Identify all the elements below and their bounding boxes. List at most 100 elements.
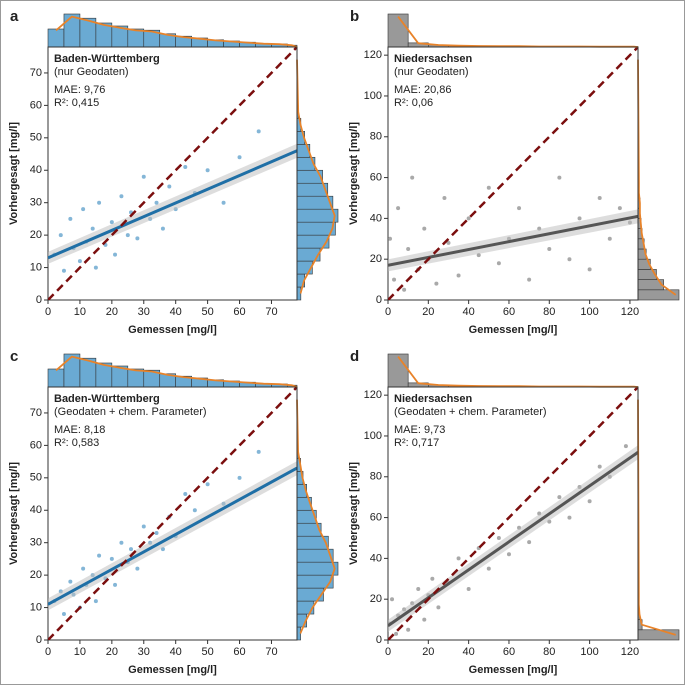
x-hist-bar <box>64 354 80 387</box>
point <box>97 201 101 205</box>
x-tick-label: 60 <box>503 306 515 318</box>
y-axis-label: Vorhergesagt [mg/l] <box>348 462 360 565</box>
x-tick-label: 60 <box>233 306 245 318</box>
point <box>588 267 592 271</box>
y-tick-label: 40 <box>30 504 42 516</box>
panel-label: b <box>350 8 359 25</box>
panel-label: a <box>10 8 19 25</box>
annotation: MAE: 20,86 <box>394 84 451 96</box>
point <box>410 176 414 180</box>
x-tick-label: 80 <box>543 306 555 318</box>
point <box>155 201 159 205</box>
point <box>394 632 398 636</box>
x-hist-bar <box>128 369 144 387</box>
point <box>161 227 165 231</box>
point <box>567 257 571 261</box>
y-tick-label: 80 <box>370 131 382 143</box>
point <box>402 288 406 292</box>
point <box>624 444 628 448</box>
x-tick-label: 30 <box>138 646 150 658</box>
point <box>135 236 139 240</box>
point <box>68 580 72 584</box>
x-tick-label: 0 <box>45 306 51 318</box>
x-hist-bar <box>388 354 408 387</box>
x-axis-label: Gemessen [mg/l] <box>469 324 558 336</box>
point <box>392 278 396 282</box>
y-tick-label: 120 <box>364 389 382 401</box>
y-tick-label: 60 <box>370 511 382 523</box>
y-tick-label: 0 <box>376 634 382 646</box>
x-tick-label: 10 <box>74 306 86 318</box>
panel-label: d <box>350 348 359 365</box>
panel-subtitle: (Geodaten + chem. Parameter) <box>54 406 207 418</box>
annotation: MAE: 9,76 <box>54 84 105 96</box>
x-tick-label: 80 <box>543 646 555 658</box>
point <box>94 266 98 270</box>
point <box>257 129 261 133</box>
y-tick-label: 20 <box>30 229 42 241</box>
annotation: R²: 0,06 <box>394 97 433 109</box>
point <box>467 216 471 220</box>
point <box>257 450 261 454</box>
x-hist-bar <box>48 369 64 387</box>
point <box>567 516 571 520</box>
point <box>507 552 511 556</box>
point <box>81 567 85 571</box>
x-tick-label: 100 <box>580 306 598 318</box>
panel-title: Baden-Württemberg <box>54 53 160 65</box>
y-tick-label: 60 <box>30 99 42 111</box>
point <box>62 269 66 273</box>
x-tick-label: 30 <box>138 306 150 318</box>
info-box: Niedersachsen(nur Geodaten)MAE: 20,86R²:… <box>391 51 519 115</box>
point <box>68 217 72 221</box>
x-kde <box>398 357 638 387</box>
point <box>193 508 197 512</box>
point <box>598 196 602 200</box>
point <box>497 261 501 265</box>
point <box>497 536 501 540</box>
y-tick-label: 100 <box>364 90 382 102</box>
y-hist-bar <box>297 549 333 562</box>
x-tick-label: 0 <box>45 646 51 658</box>
x-tick-label: 70 <box>265 306 277 318</box>
y-axis-label: Vorhergesagt [mg/l] <box>8 122 20 225</box>
y-hist-bar <box>297 209 338 222</box>
y-tick-label: 60 <box>370 171 382 183</box>
point <box>142 175 146 179</box>
point <box>457 556 461 560</box>
y-tick-label: 0 <box>36 634 42 646</box>
point <box>113 583 117 587</box>
point <box>390 597 394 601</box>
point <box>126 233 130 237</box>
x-hist-bar <box>64 14 80 47</box>
y-hist-bar <box>297 588 324 601</box>
point <box>183 165 187 169</box>
point <box>422 618 426 622</box>
point <box>62 612 66 616</box>
x-kde <box>398 17 638 47</box>
x-hist-bar <box>128 29 144 47</box>
panel-title: Baden-Württemberg <box>54 393 160 405</box>
x-tick-label: 60 <box>233 646 245 658</box>
x-tick-label: 40 <box>170 306 182 318</box>
point <box>618 206 622 210</box>
x-hist-bar <box>388 14 408 47</box>
point <box>527 278 531 282</box>
point <box>222 201 226 205</box>
y-tick-label: 30 <box>30 537 42 549</box>
y-hist-bar <box>638 290 679 300</box>
x-tick-label: 100 <box>580 646 598 658</box>
y-axis-label: Vorhergesagt [mg/l] <box>8 462 20 565</box>
y-hist-bar <box>297 627 301 640</box>
x-tick-label: 70 <box>265 646 277 658</box>
point <box>547 247 551 251</box>
point <box>206 482 210 486</box>
point <box>183 492 187 496</box>
point <box>206 168 210 172</box>
panel-subtitle: (Geodaten + chem. Parameter) <box>394 406 547 418</box>
point <box>578 216 582 220</box>
point <box>430 577 434 581</box>
point <box>91 227 95 231</box>
point <box>588 499 592 503</box>
